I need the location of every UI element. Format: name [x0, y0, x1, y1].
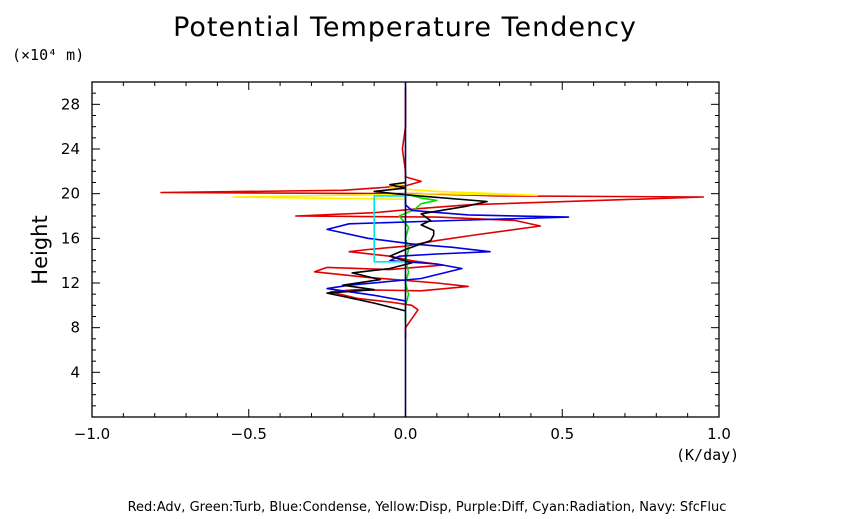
series-legend: Red:Adv, Green:Turb, Blue:Condense, Yell… — [127, 500, 727, 515]
y-tick-label: 8 — [70, 319, 80, 337]
x-tick-label: 0.5 — [550, 425, 574, 443]
y-tick-label: 20 — [61, 185, 80, 203]
chart-title: Potential Temperature Tendency — [173, 12, 637, 43]
axis-layer: −1.0 −0.5 0.0 0.5 1.0 4 8 12 16 20 24 28 — [61, 81, 731, 443]
x-tick-label: 0.0 — [394, 425, 418, 443]
series-line-condense — [326, 193, 570, 306]
y-axis-unit: (×10⁴ m) — [12, 46, 85, 64]
series-line-diff — [326, 181, 488, 312]
y-tick-label: 28 — [61, 95, 80, 113]
y-tick-label: 4 — [70, 363, 80, 381]
x-tick-label: −1.0 — [74, 425, 110, 443]
series-line-radiation — [373, 195, 406, 263]
x-tick-label: 1.0 — [707, 425, 731, 443]
series-line-adv — [160, 87, 705, 339]
y-tick-label: 12 — [61, 274, 80, 292]
y-tick-label: 16 — [61, 229, 80, 247]
series-layer — [160, 82, 705, 417]
x-tick-label: −0.5 — [231, 425, 267, 443]
series-line-turb — [398, 182, 438, 323]
y-tick-label: 24 — [61, 140, 80, 158]
x-axis-unit: (K/day) — [676, 446, 740, 464]
